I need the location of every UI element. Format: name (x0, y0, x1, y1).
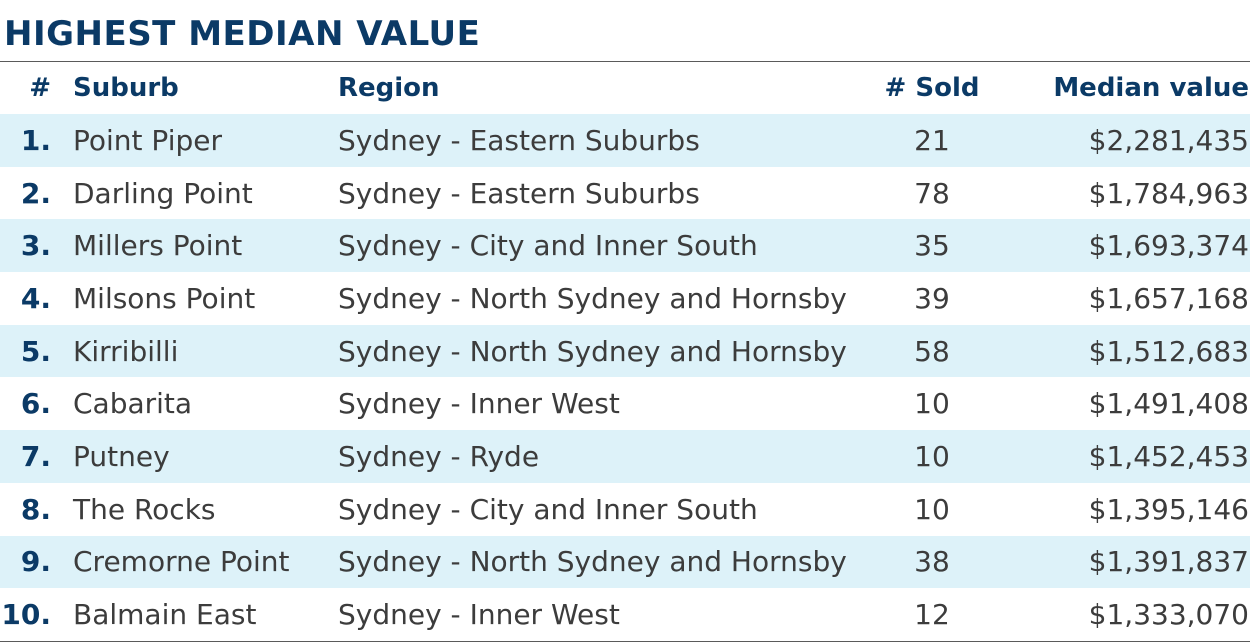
rank-cell: 4. (0, 272, 62, 325)
region-cell: Sydney - Eastern Suburbs (327, 114, 867, 167)
region-cell: Sydney - Inner West (327, 377, 867, 431)
median-value-cell: $1,395,146 (997, 482, 1250, 536)
rank-cell: 1. (0, 114, 62, 167)
suburb-cell: Point Piper (62, 114, 327, 167)
suburb-cell: Cabarita (62, 377, 327, 431)
table-row: 10. Balmain East Sydney - Inner West 12 … (0, 588, 1250, 642)
suburb-cell: Milsons Point (62, 272, 327, 325)
region-cell: Sydney - North Sydney and Hornsby (327, 272, 867, 325)
median-value-cell: $1,452,453 (997, 430, 1250, 483)
region-cell: Sydney - North Sydney and Hornsby (327, 324, 867, 378)
region-cell: Sydney - Eastern Suburbs (327, 166, 867, 220)
table-header-row: # Suburb Region # Sold Median value (0, 62, 1250, 114)
sold-cell: 58 (867, 324, 997, 378)
rank-cell: 3. (0, 219, 62, 273)
median-value-cell: $1,657,168 (997, 272, 1250, 325)
column-header-region: Region (338, 73, 440, 103)
suburb-cell: Balmain East (62, 588, 327, 642)
sold-cell: 10 (867, 430, 997, 483)
page-title: HIGHEST MEDIAN VALUE (4, 14, 481, 54)
suburb-cell: The Rocks (62, 482, 327, 536)
rank-cell: 10. (0, 588, 62, 642)
rank-cell: 6. (0, 377, 62, 431)
median-value-cell: $1,333,070 (997, 588, 1250, 642)
sold-cell: 78 (867, 166, 997, 220)
table-row: 5. Kirribilli Sydney - North Sydney and … (0, 324, 1250, 378)
column-header-rank: # (29, 73, 51, 103)
rank-cell: 8. (0, 482, 62, 536)
sold-cell: 10 (867, 482, 997, 536)
sold-cell: 10 (867, 377, 997, 431)
median-value-cell: $1,784,963 (997, 166, 1250, 220)
table-row: 6. Cabarita Sydney - Inner West 10 $1,49… (0, 377, 1250, 431)
median-value-cell: $1,491,408 (997, 377, 1250, 431)
table-row: 8. The Rocks Sydney - City and Inner Sou… (0, 482, 1250, 536)
table-row: 4. Milsons Point Sydney - North Sydney a… (0, 272, 1250, 325)
column-header-median-value: Median value (1053, 73, 1249, 103)
sold-cell: 12 (867, 588, 997, 642)
table-row: 2. Darling Point Sydney - Eastern Suburb… (0, 166, 1250, 220)
region-cell: Sydney - City and Inner South (327, 219, 867, 273)
median-value-cell: $1,693,374 (997, 219, 1250, 273)
median-value-cell: $2,281,435 (997, 114, 1250, 167)
sold-cell: 21 (867, 114, 997, 167)
median-value-table: # Suburb Region # Sold Median value 1. P… (0, 62, 1250, 642)
suburb-cell: Millers Point (62, 219, 327, 273)
rank-cell: 2. (0, 166, 62, 220)
rank-cell: 7. (0, 430, 62, 483)
region-cell: Sydney - Inner West (327, 588, 867, 642)
median-value-cell: $1,391,837 (997, 535, 1250, 589)
suburb-cell: Kirribilli (62, 324, 327, 378)
rank-cell: 9. (0, 535, 62, 589)
suburb-cell: Cremorne Point (62, 535, 327, 589)
sold-cell: 35 (867, 219, 997, 273)
column-header-suburb: Suburb (73, 73, 179, 103)
median-value-cell: $1,512,683 (997, 324, 1250, 378)
sold-cell: 38 (867, 535, 997, 589)
region-cell: Sydney - Ryde (327, 430, 867, 483)
sold-cell: 39 (867, 272, 997, 325)
table-row: 9. Cremorne Point Sydney - North Sydney … (0, 535, 1250, 589)
table-row: 1. Point Piper Sydney - Eastern Suburbs … (0, 114, 1250, 167)
column-header-sold: # Sold (884, 73, 980, 103)
table-row: 3. Millers Point Sydney - City and Inner… (0, 219, 1250, 273)
table-row: 7. Putney Sydney - Ryde 10 $1,452,453 (0, 430, 1250, 483)
region-cell: Sydney - North Sydney and Hornsby (327, 535, 867, 589)
rank-cell: 5. (0, 324, 62, 378)
suburb-cell: Putney (62, 430, 327, 483)
suburb-cell: Darling Point (62, 166, 327, 220)
title-divider (0, 61, 1250, 62)
region-cell: Sydney - City and Inner South (327, 482, 867, 536)
